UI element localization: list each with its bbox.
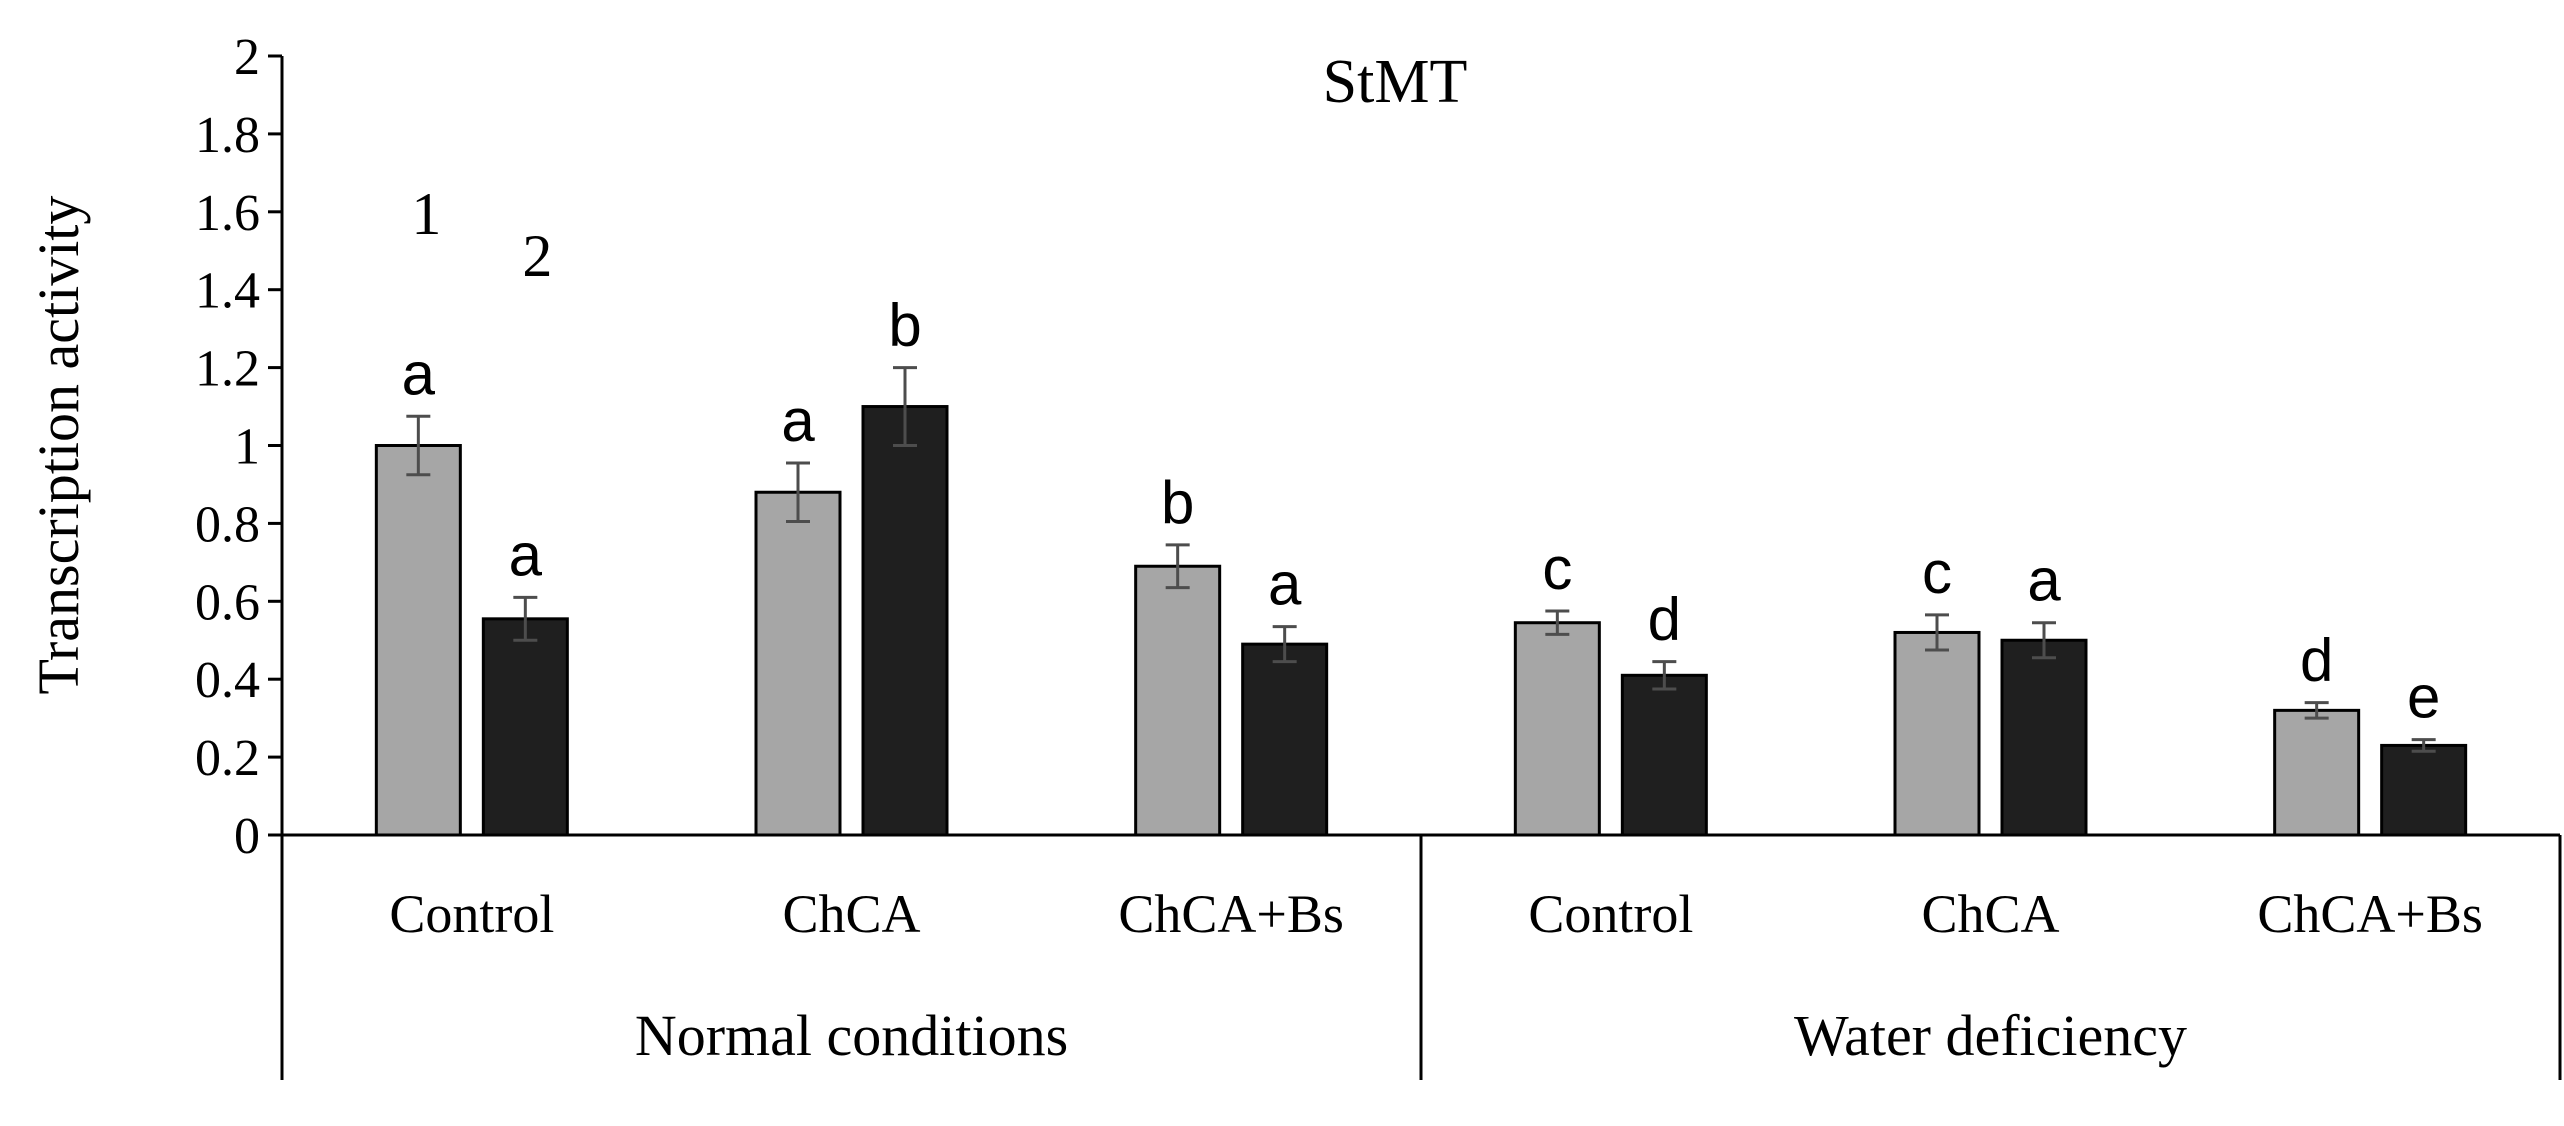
- x-category-label: Control: [389, 884, 554, 944]
- significance-letter: e: [2407, 664, 2440, 731]
- bar: [1134, 564, 1222, 837]
- bar: [861, 405, 949, 837]
- significance-letter: d: [1648, 586, 1681, 653]
- significance-letter: a: [2027, 547, 2061, 614]
- y-tick-label: 1.4: [195, 263, 260, 320]
- bar: [2273, 708, 2361, 837]
- legend-series-label: 2: [522, 223, 552, 289]
- y-tick-label: 1: [234, 419, 260, 476]
- significance-letter: c: [1922, 539, 1952, 606]
- significance-letter: a: [509, 521, 543, 588]
- x-category-label: ChCA: [782, 884, 920, 944]
- significance-letter: a: [781, 387, 815, 454]
- y-tick-label: 0.8: [195, 496, 260, 553]
- y-axis-label: Transcription activity: [26, 196, 91, 695]
- significance-letter: b: [1161, 469, 1194, 536]
- significance-letter: c: [1542, 535, 1572, 602]
- x-category-label: ChCA+Bs: [1118, 884, 1344, 944]
- significance-letter: b: [888, 292, 921, 359]
- bar: [2000, 638, 2088, 837]
- y-tick-label: 0: [234, 808, 260, 865]
- chart-title: StMT: [1323, 48, 1468, 116]
- y-tick-label: 0.6: [195, 574, 260, 631]
- bar: [481, 617, 569, 837]
- bar: [1513, 621, 1601, 837]
- y-tick-label: 1.6: [195, 185, 260, 242]
- significance-letter: d: [2300, 627, 2333, 694]
- y-tick-label: 1.8: [195, 107, 260, 164]
- bar: [1893, 630, 1981, 837]
- significance-letter: a: [1268, 551, 1302, 618]
- legend-series-label: 1: [411, 181, 441, 247]
- y-tick-label: 1.2: [195, 341, 260, 398]
- x-category-label: ChCA+Bs: [2257, 884, 2483, 944]
- bar: [1620, 673, 1708, 837]
- x-category-label: Control: [1528, 884, 1693, 944]
- x-group-label: Normal conditions: [635, 1003, 1068, 1068]
- x-category-label: ChCA: [1921, 884, 2059, 944]
- bar: [1241, 642, 1329, 837]
- significance-letter: a: [402, 340, 436, 407]
- y-tick-label: 0.4: [195, 652, 260, 709]
- bar: [374, 444, 462, 837]
- bar: [2380, 743, 2468, 837]
- bar: [754, 490, 842, 837]
- y-tick-label: 2: [234, 29, 260, 86]
- x-group-label: Water deficiency: [1794, 1003, 2187, 1068]
- y-tick-label: 0.2: [195, 730, 260, 787]
